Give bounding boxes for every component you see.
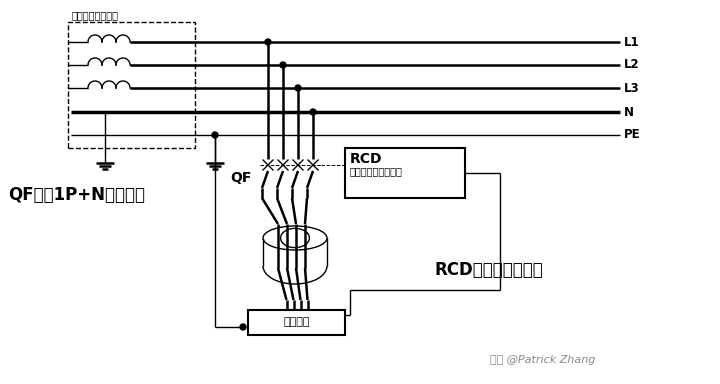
Text: L2: L2	[624, 58, 639, 71]
Bar	[68, 22, 195, 148]
Circle shape	[212, 132, 218, 138]
Text: 用电设备: 用电设备	[283, 317, 310, 327]
Circle shape	[265, 39, 271, 45]
Circle shape	[310, 109, 316, 115]
Text: L3: L3	[624, 81, 639, 94]
Text: L1: L1	[624, 35, 639, 48]
Text: RCD: RCD	[350, 152, 382, 166]
Circle shape	[280, 62, 286, 68]
Text: PE: PE	[624, 129, 641, 141]
Text: QF: QF	[230, 171, 252, 185]
Text: 漏电检测与控制装置: 漏电检测与控制装置	[350, 166, 403, 176]
Text: QF就是1P+N的主开关: QF就是1P+N的主开关	[8, 186, 145, 204]
Bar	[248, 310, 345, 335]
Bar	[345, 148, 465, 198]
Text: 知乎 @Patrick Zhang: 知乎 @Patrick Zhang	[490, 355, 595, 365]
Text: 电力变压器低压侧: 电力变压器低压侧	[72, 10, 119, 20]
Circle shape	[295, 85, 301, 91]
Circle shape	[240, 324, 246, 330]
Text: N: N	[624, 106, 634, 119]
Text: RCD就是漏电保护器: RCD就是漏电保护器	[435, 261, 544, 279]
